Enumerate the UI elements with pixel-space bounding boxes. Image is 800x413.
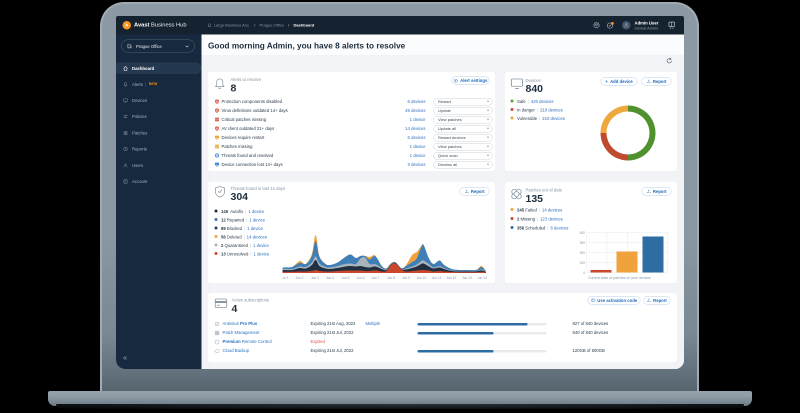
svg-text:Jun 1: Jun 1 xyxy=(283,276,289,280)
svg-text:400: 400 xyxy=(580,231,586,235)
svg-text:Jun 10: Jun 10 xyxy=(417,276,427,280)
svg-text:Jun 7: Jun 7 xyxy=(372,276,380,280)
svg-text:Jun 11: Jun 11 xyxy=(432,276,442,280)
svg-text:Jun 12: Jun 12 xyxy=(447,276,457,280)
svg-text:300: 300 xyxy=(580,241,586,245)
svg-text:Jun 9: Jun 9 xyxy=(402,276,410,280)
svg-text:Jun 14: Jun 14 xyxy=(477,276,487,280)
svg-text:Jun 3: Jun 3 xyxy=(311,276,319,280)
svg-text:0: 0 xyxy=(583,271,585,275)
svg-text:Jun 13: Jun 13 xyxy=(462,276,472,280)
svg-text:Jun 2: Jun 2 xyxy=(296,276,304,280)
svg-text:100: 100 xyxy=(580,261,586,265)
svg-text:Jun 4: Jun 4 xyxy=(326,276,334,280)
svg-text:Jun 8: Jun 8 xyxy=(387,276,395,280)
svg-text:Jun 6: Jun 6 xyxy=(357,276,365,280)
svg-text:Jun 5: Jun 5 xyxy=(342,276,350,280)
svg-text:200: 200 xyxy=(580,251,586,255)
